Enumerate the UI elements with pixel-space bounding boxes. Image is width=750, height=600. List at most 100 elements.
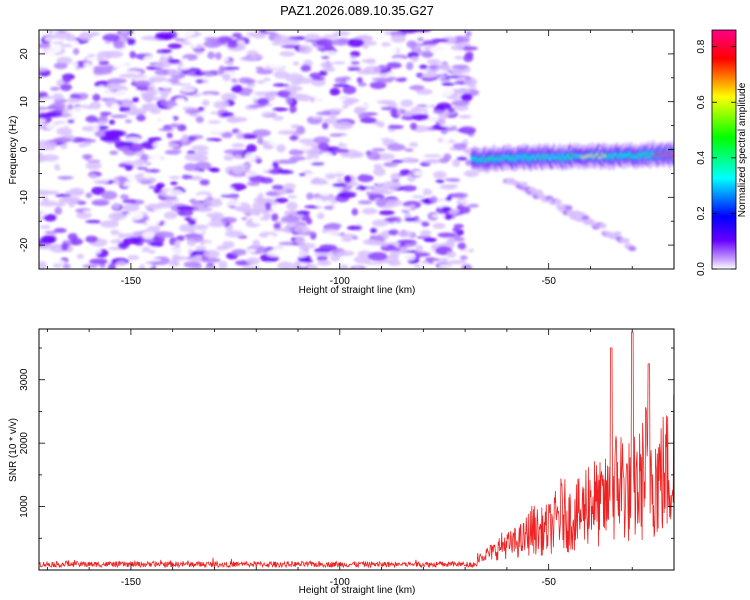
noise-blob (371, 219, 389, 227)
noise-blob (121, 180, 142, 188)
noise-blob (388, 133, 396, 140)
noise-blob (99, 111, 112, 116)
noise-blob (55, 202, 66, 207)
noise-blob (337, 191, 357, 199)
noise-blob (354, 106, 364, 115)
noise-blob (437, 232, 456, 238)
noise-blob (466, 221, 478, 228)
tail-blob (528, 187, 537, 193)
noise-blob (388, 228, 399, 236)
snr-series-line (39, 331, 674, 569)
noise-blob (451, 192, 469, 199)
noise-blob (257, 192, 264, 202)
tail-blob (598, 223, 607, 229)
spectrogram-x-axis-label: Height of straight line (km) (299, 285, 416, 296)
noise-blob (315, 38, 334, 47)
noise-blob (49, 102, 66, 110)
noise-blob (112, 62, 129, 70)
noise-blob (404, 148, 414, 152)
noise-blob (70, 237, 84, 246)
noise-blob (166, 132, 173, 139)
noise-blob (191, 202, 205, 208)
noise-blob (155, 147, 168, 152)
noise-blob (339, 264, 349, 269)
noise-blob (347, 67, 361, 71)
noise-blob (231, 248, 247, 256)
noise-blob (454, 55, 464, 60)
noise-blob (165, 197, 180, 203)
noise-blob (398, 249, 409, 253)
noise-blob (92, 124, 100, 132)
noise-blob (367, 151, 381, 161)
noise-blob (446, 251, 457, 258)
noise-blob (298, 173, 306, 177)
noise-blob (450, 44, 465, 51)
noise-blob (244, 135, 258, 139)
snr-plot-area (39, 329, 674, 570)
noise-blob (252, 239, 260, 249)
noise-blob (463, 54, 474, 63)
noise-blob (456, 204, 464, 211)
noise-blob (110, 169, 118, 177)
noise-blob (418, 64, 428, 70)
noise-blob (119, 30, 130, 35)
noise-blob (135, 80, 151, 87)
noise-blob (277, 90, 292, 98)
noise-blob (179, 223, 195, 233)
noise-blob (458, 126, 476, 135)
noise-blob (333, 31, 351, 37)
noise-blob (342, 104, 349, 109)
snr-x-tick-label: -50 (541, 577, 556, 588)
noise-blob (61, 110, 69, 117)
noise-blob (316, 255, 328, 262)
noise-blob (401, 89, 409, 96)
tail-blob (613, 231, 622, 237)
noise-blob (222, 73, 231, 82)
noise-blob (149, 241, 164, 247)
noise-blob (292, 61, 300, 66)
noise-blob (357, 250, 372, 258)
noise-blob (247, 248, 257, 253)
noise-blob (387, 76, 397, 81)
noise-blob (241, 217, 248, 221)
noise-blob (334, 76, 350, 84)
noise-blob (39, 112, 58, 117)
noise-blob (379, 46, 399, 55)
noise-blob (259, 165, 274, 171)
snr-y-tick-label: 2000 (19, 432, 30, 455)
noise-blob (324, 99, 331, 108)
noise-blob (373, 167, 386, 177)
noise-blob (156, 201, 175, 209)
noise-blob (167, 143, 180, 148)
noise-blob (72, 47, 80, 55)
noise-blob (400, 184, 418, 192)
noise-blob (163, 221, 171, 226)
noise-blob (364, 66, 371, 75)
noise-blob (179, 87, 196, 93)
noise-blob (417, 37, 424, 42)
noise-blob (453, 223, 464, 229)
noise-blob (262, 111, 277, 116)
noise-blob (173, 241, 181, 247)
noise-blob (342, 98, 355, 106)
noise-blob (366, 187, 373, 192)
noise-blob (310, 162, 325, 166)
noise-blob (142, 172, 153, 179)
noise-blob (422, 40, 439, 46)
noise-blob (122, 203, 140, 212)
spectrogram-y-tick-label: 0 (19, 146, 30, 152)
noise-blob (357, 231, 368, 238)
noise-blob (85, 219, 101, 224)
noise-blob (167, 69, 180, 76)
noise-blob (176, 235, 185, 242)
noise-blob (384, 217, 399, 222)
noise-blob (158, 128, 175, 132)
noise-blob (294, 113, 304, 118)
noise-blob (179, 64, 192, 70)
noise-blob (69, 187, 85, 197)
noise-blob (118, 73, 137, 78)
tail-blob (628, 246, 637, 252)
noise-blob (67, 104, 74, 110)
